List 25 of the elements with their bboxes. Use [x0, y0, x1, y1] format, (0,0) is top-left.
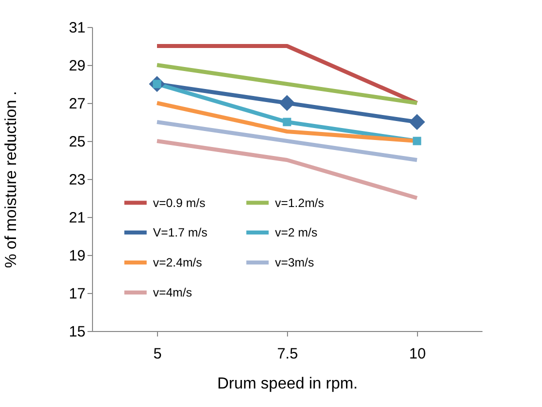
y-tick-label: 23 — [68, 172, 86, 188]
y-tick-label: 19 — [68, 248, 86, 264]
y-tick-label: 25 — [68, 134, 86, 150]
y-axis-title: % of moisture reduction . — [2, 91, 20, 268]
legend-label: v=2 m/s — [275, 226, 318, 240]
legend-label: v=3m/s — [275, 256, 314, 270]
legend-label: V=1.7 m/s — [153, 226, 208, 240]
y-tick-label: 17 — [68, 286, 86, 302]
legend-label: v=2.4m/s — [153, 256, 202, 270]
legend-label: v=1.2m/s — [275, 196, 324, 210]
legend-label: v=4m/s — [153, 286, 192, 300]
y-tick-label: 27 — [68, 96, 86, 112]
point — [408, 114, 426, 130]
y-tick-label: 15 — [68, 324, 86, 340]
point — [282, 118, 292, 126]
point — [412, 136, 422, 146]
x-tick-label: 10 — [409, 346, 426, 362]
point — [278, 94, 296, 112]
y-tick-label: 31 — [68, 20, 86, 36]
y-tick-label: 29 — [68, 58, 86, 74]
x-tick-label: 7.5 — [277, 346, 298, 362]
y-tick-label: 21 — [68, 210, 86, 226]
legend-label: v=0.9 m/s — [153, 196, 206, 210]
x-tick-label: 5 — [153, 346, 162, 362]
x-axis-title: Drum speed in rpm. — [217, 376, 358, 392]
